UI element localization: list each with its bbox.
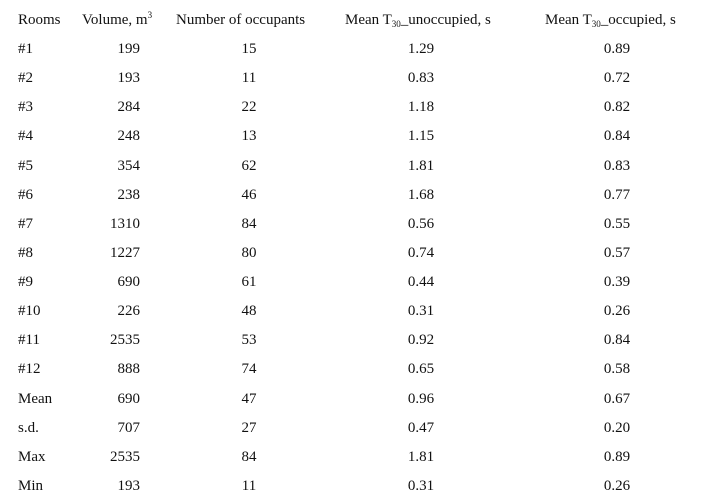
table-cell: 0.83: [603, 157, 631, 174]
table-cell: 47: [241, 390, 257, 407]
header-cell: Volume, m3: [82, 11, 152, 29]
row-label: Mean: [18, 390, 53, 407]
row-label: #7: [18, 215, 33, 232]
header-text: _occupied, s: [600, 12, 676, 28]
header-cell: Mean T30_unoccupied, s: [345, 11, 491, 29]
row-label: #3: [18, 99, 33, 116]
header-text: _unoccupied, s: [400, 12, 491, 28]
table-cell: 0.84: [603, 128, 631, 145]
table-cell: 226: [117, 303, 141, 320]
row-label: s.d.: [18, 419, 39, 436]
header-text: Mean T: [345, 12, 392, 28]
table-cell: 888: [117, 361, 141, 378]
row-label: #10: [18, 303, 41, 320]
table-cell: 707: [117, 419, 141, 436]
table-cell: 11: [241, 70, 257, 87]
table-cell: 690: [117, 390, 141, 407]
row-label: #1: [18, 41, 33, 57]
table-cell: 15: [241, 41, 257, 57]
table-cell: 0.56: [407, 215, 435, 232]
row-label: #9: [18, 274, 33, 291]
table-cell: 0.82: [603, 99, 631, 116]
table-cell: 84: [241, 448, 257, 465]
table-cell: 193: [117, 70, 141, 87]
row-label: #8: [18, 244, 33, 261]
table-cell: 1227: [110, 244, 140, 261]
table-cell: 0.26: [603, 303, 631, 320]
table-cell: 0.55: [603, 215, 631, 232]
table-cell: 0.89: [603, 448, 631, 465]
table-cell: 1310: [110, 215, 140, 232]
table-cell: 27: [241, 419, 257, 436]
table-cell: 1.18: [407, 99, 435, 116]
row-label: #12: [18, 361, 41, 378]
table-cell: 0.67: [603, 390, 631, 407]
table-cell: 61: [241, 274, 257, 291]
table-cell: 248: [117, 128, 141, 145]
table-cell: 0.39: [603, 274, 631, 291]
header-sub: 30: [591, 19, 601, 29]
header-cell: Mean T30_occupied, s: [545, 11, 676, 29]
table-cell: 1.29: [407, 41, 435, 57]
table-cell: 80: [241, 244, 257, 261]
table-cell: 0.20: [603, 419, 631, 436]
table-cell: 0.84: [603, 332, 631, 349]
table-cell: 0.72: [603, 70, 631, 87]
table-cell: 0.58: [603, 361, 631, 378]
row-label: #6: [18, 186, 33, 203]
table-cell: 0.65: [407, 361, 435, 378]
table-cell: 0.74: [407, 244, 435, 261]
table-cell: 2535: [110, 332, 140, 349]
table-cell: 0.77: [603, 186, 631, 203]
header-sub: 30: [391, 19, 401, 29]
table-cell: 74: [241, 361, 257, 378]
table-cell: 0.89: [603, 41, 631, 57]
table-cell: 238: [117, 186, 141, 203]
table-cell: 199: [117, 41, 141, 57]
header-cell: Number of occupants: [176, 11, 305, 29]
table-cell: 62: [241, 157, 257, 174]
table-cell: 84: [241, 215, 257, 232]
table-cell: 0.96: [407, 390, 435, 407]
table-cell: 0.83: [407, 70, 435, 87]
table-cell: 1.81: [407, 448, 435, 465]
table-cell: 0.31: [407, 477, 435, 494]
row-label: #4: [18, 128, 33, 145]
row-label: Min: [18, 477, 44, 494]
table-cell: 48: [241, 303, 257, 320]
table-cell: 13: [241, 128, 257, 145]
table-cell: 53: [241, 332, 257, 349]
table-cell: 2535: [110, 448, 140, 465]
table-cell: 1.81: [407, 157, 435, 174]
header-sup: 3: [147, 10, 153, 20]
header-text: Mean T: [545, 12, 592, 28]
header-text: Number of occupants: [176, 12, 306, 28]
table-cell: 0.26: [603, 477, 631, 494]
table-cell: 1.15: [407, 128, 435, 145]
table-cell: 22: [241, 99, 257, 116]
header-cell: Rooms: [18, 11, 61, 29]
table-cell: 690: [117, 274, 141, 291]
header-text: Rooms: [18, 12, 61, 28]
row-label: #2: [18, 70, 33, 87]
row-label: #5: [18, 157, 33, 174]
table-cell: 0.44: [407, 274, 435, 291]
table-cell: 11: [241, 477, 257, 494]
table-cell: 46: [241, 186, 257, 203]
row-label: #11: [18, 332, 40, 349]
table-cell: 193: [117, 477, 141, 494]
table-cell: 0.92: [407, 332, 435, 349]
table-cell: 0.57: [603, 244, 631, 261]
header-text: Volume, m: [82, 12, 148, 28]
table-cell: 0.47: [407, 419, 435, 436]
table-cell: 284: [117, 99, 141, 116]
table-cell: 0.31: [407, 303, 435, 320]
table-cell: 354: [117, 157, 141, 174]
table-cell: 1.68: [407, 186, 435, 203]
row-label: Max: [18, 448, 46, 465]
